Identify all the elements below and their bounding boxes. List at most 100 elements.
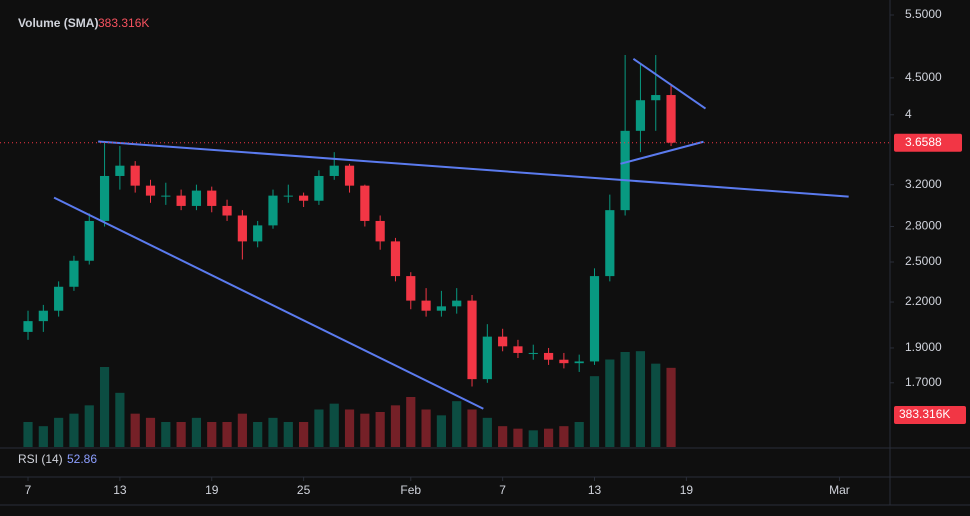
volume-sma-value: 383.316K <box>98 16 149 30</box>
candle-body <box>344 165 355 186</box>
volume-bar <box>344 409 355 447</box>
volume-bar <box>329 403 339 447</box>
volume-bar <box>253 422 263 447</box>
trend-line <box>620 140 704 165</box>
volume-title: Volume (SMA) <box>18 16 98 30</box>
volume-bar <box>314 409 324 447</box>
candle-body <box>23 321 33 332</box>
x-tick-label: Feb <box>400 483 421 497</box>
volume-bar <box>666 367 676 447</box>
candle-body <box>543 352 554 360</box>
volume-bar <box>467 409 477 447</box>
candle-body <box>130 165 140 186</box>
volume-bar <box>406 397 416 447</box>
candle-body <box>574 361 584 364</box>
candle-body <box>406 276 416 301</box>
volume-bar <box>620 352 630 447</box>
volume-bar <box>84 405 94 447</box>
candle-body <box>115 165 125 176</box>
candle-body <box>253 225 263 242</box>
y-tick-label: 4 <box>905 107 912 121</box>
volume-bar <box>452 401 462 447</box>
volume-bar <box>115 392 125 447</box>
volume-bar <box>635 351 646 447</box>
volume-bar <box>559 426 569 447</box>
candle-body <box>222 205 232 216</box>
volume-bar <box>207 422 217 447</box>
x-tick-label: 19 <box>205 483 219 497</box>
volume-bar <box>375 412 385 447</box>
candle-body <box>237 215 247 242</box>
volume-bar <box>651 363 661 447</box>
x-tick-label: 25 <box>297 483 311 497</box>
y-tick-label: 3.2000 <box>905 177 942 191</box>
trend-line <box>632 58 707 110</box>
candle-body <box>360 185 370 221</box>
candle-body <box>283 195 293 197</box>
rsi-title: RSI (14) <box>18 452 63 466</box>
volume-sma-badge-label: 383.316K <box>899 407 950 421</box>
candle-body <box>161 195 171 197</box>
candle-body <box>467 300 477 380</box>
y-tick-label: 2.5000 <box>905 254 942 268</box>
volume-bar <box>130 413 140 447</box>
volume-bar <box>237 413 247 447</box>
volume-bar <box>482 417 492 447</box>
candle-body <box>513 346 523 353</box>
y-tick-label: 1.7000 <box>905 375 942 389</box>
price-pane <box>23 55 849 447</box>
last-price-badge <box>894 133 962 152</box>
volume-bar <box>222 422 232 447</box>
candle-body <box>635 100 646 131</box>
candle-body <box>314 175 324 201</box>
y-tick-label: 2.8000 <box>905 219 942 233</box>
candle-body <box>84 220 94 261</box>
candle-body <box>666 95 676 143</box>
x-tick-label: 13 <box>588 483 602 497</box>
x-tick-label: 13 <box>113 483 127 497</box>
volume-bar <box>299 422 309 447</box>
candle-body <box>329 165 339 176</box>
volume-bar <box>498 426 508 447</box>
volume-bar <box>605 359 615 447</box>
candle-body <box>268 195 278 226</box>
candle-body <box>651 95 661 101</box>
candle-body <box>482 336 492 380</box>
candle-body <box>559 359 569 364</box>
candle-body <box>436 306 446 311</box>
candle-body <box>207 190 217 206</box>
volume-bar <box>283 422 293 447</box>
candle-body <box>589 276 600 362</box>
candle-body <box>375 220 385 242</box>
volume-bar <box>528 430 538 447</box>
volume-bar <box>99 367 110 447</box>
volume-bar <box>268 417 278 447</box>
volume-bar <box>543 428 554 447</box>
volume-bar <box>69 413 79 447</box>
volume-bar <box>145 417 156 447</box>
x-tick-label: 19 <box>680 483 694 497</box>
volume-bar <box>360 413 370 447</box>
candle-body <box>99 175 110 221</box>
candle-body <box>498 336 508 347</box>
candle-body <box>145 185 156 196</box>
volume-bar <box>54 417 64 447</box>
candle-body <box>54 286 64 311</box>
candle-body <box>176 195 186 206</box>
candle-body <box>69 260 79 287</box>
volume-sma-badge <box>894 406 966 425</box>
volume-bar <box>589 376 600 447</box>
candle-body <box>38 310 48 322</box>
candle-body <box>528 352 538 354</box>
x-tick-label: 7 <box>25 483 32 497</box>
candle-body <box>299 195 309 201</box>
volume-bar <box>161 422 171 447</box>
volume-bar <box>574 422 584 447</box>
volume-bar <box>38 426 48 447</box>
y-tick-label: 2.2000 <box>905 294 942 308</box>
y-tick-label: 4.5000 <box>905 70 942 84</box>
x-tick-label: Mar <box>829 483 850 497</box>
rsi-value: 52.86 <box>67 452 97 466</box>
volume-bar <box>421 409 431 447</box>
